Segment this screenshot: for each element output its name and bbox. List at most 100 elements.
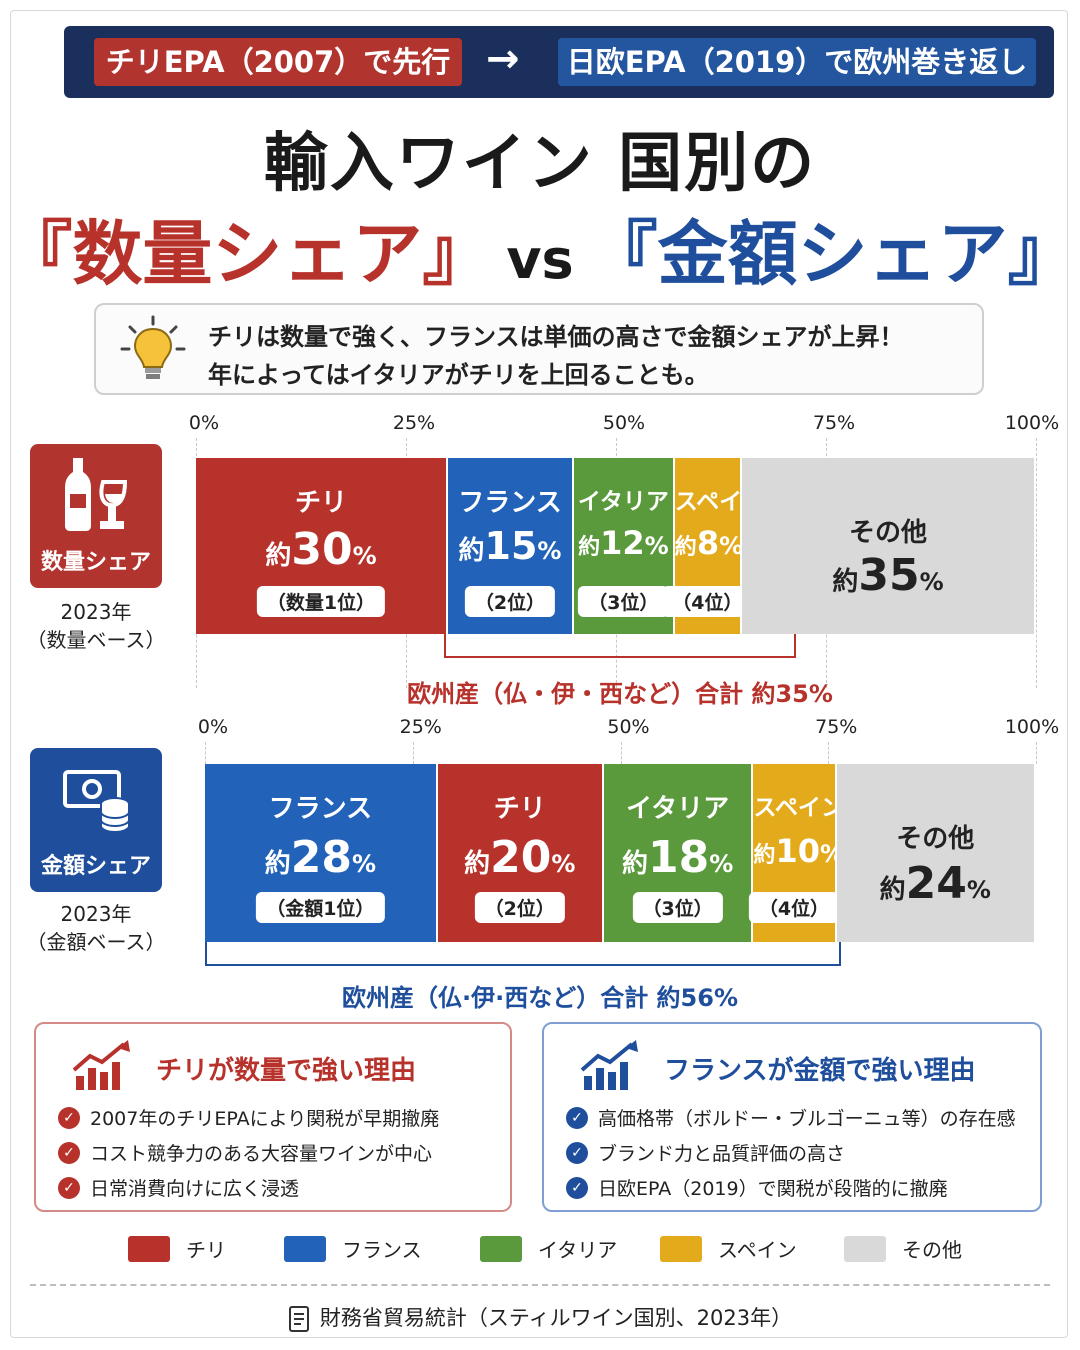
bar-segment: チリ約20% （2位） <box>437 764 604 942</box>
legend-swatch <box>284 1235 326 1262</box>
chile-epa-pill: チリEPA（2007）で先行 <box>94 38 462 86</box>
legend-label: スペイン <box>718 1238 797 1262</box>
legend-france: フランス <box>284 1234 422 1263</box>
segment-rank-badge: （数量1位） <box>256 586 386 617</box>
volume-europe-total: 欧州産（仏・伊・西など）合計 約35% <box>407 680 833 708</box>
chile-reason-item: ✓ 2007年のチリEPAにより関税が早期撤廃 <box>58 1104 439 1131</box>
volume-basis: （数量ベース） <box>26 628 166 652</box>
segment-value-label: 約10% <box>753 832 845 870</box>
segment-country-label: スペイン <box>753 795 844 821</box>
segment-country-label: チリ <box>294 488 347 518</box>
segment-country-label: チリ <box>493 794 546 824</box>
check-circle-icon: ✓ <box>58 1176 80 1199</box>
segment-country-label: イタリア <box>577 489 669 515</box>
tip-line-1: チリは数量で強く、フランスは単価の高さで金額シェアが上昇！ <box>208 323 904 351</box>
volume-year-caption: 2023年 （数量ベース） <box>20 598 172 654</box>
page-frame <box>10 10 1068 1338</box>
segment-value-label: 約18% <box>622 832 734 883</box>
value-europe-total: 欧州産（仏·伊·西など）合計 約56% <box>341 984 739 1012</box>
france-reason-text: 日欧EPA（2019）で関税が段階的に撤廃 <box>598 1178 948 1200</box>
top-banner: チリEPA（2007）で先行 → 日欧EPA（2019）で欧州巻き返し <box>64 26 1054 98</box>
volume-share-badge: 数量シェア <box>30 444 162 588</box>
france-reason-text: 高価格帯（ボルドー・ブルゴーニュ等）の存在感 <box>598 1108 1016 1130</box>
gridline <box>1036 438 1037 688</box>
segment-value-label: 約12% <box>578 524 669 562</box>
legend-italy: イタリア <box>480 1234 617 1263</box>
chile-reason-text: コスト競争力のある大容量ワインが中心 <box>90 1143 433 1165</box>
axis-tick-label: 100% <box>1004 412 1060 434</box>
legend-spain: スペイン <box>660 1234 797 1263</box>
bar-segment: イタリア約12% （3位） <box>574 458 675 634</box>
check-circle-icon: ✓ <box>566 1141 588 1164</box>
france-reason-item: ✓ 高価格帯（ボルドー・ブルゴーニュ等）の存在感 <box>566 1104 1016 1131</box>
legend-label: フランス <box>342 1238 422 1262</box>
france-reason-text: ブランド力と品質評価の高さ <box>598 1143 846 1165</box>
value-europe-bracket <box>205 942 841 966</box>
volume-year: 2023年 <box>60 600 132 624</box>
gridline <box>828 742 830 764</box>
segment-value-label: 約24% <box>879 858 991 909</box>
france-reasons-title: フランスが金額で強い理由 <box>664 1056 976 1086</box>
value-year: 2023年 <box>60 902 132 926</box>
segment-country-label: スペイン <box>674 489 766 515</box>
legend-swatch <box>128 1235 170 1262</box>
value-badge-label: 金額シェア <box>40 854 151 879</box>
france-reasons-box: フランスが金額で強い理由 ✓ 高価格帯（ボルドー・ブルゴーニュ等）の存在感 ✓ ブラ… <box>542 1022 1042 1212</box>
chart-up-icon <box>72 1040 130 1090</box>
bar-segment: スペイン約10% （4位） <box>748 764 845 942</box>
segment-value-label: 約15% <box>458 524 562 568</box>
segment-rank-badge: （2位） <box>474 892 565 923</box>
volume-share-title: 『数量シェア』 <box>2 213 493 295</box>
check-circle-icon: ✓ <box>58 1141 80 1164</box>
france-reason-item: ✓ ブランド力と品質評価の高さ <box>566 1139 845 1166</box>
bar-segment: イタリア 約18% （3位） <box>603 764 754 942</box>
volume-europe-bracket <box>444 634 796 658</box>
chile-reason-item: ✓ 日常消費向けに広く浸透 <box>58 1174 299 1201</box>
bar-segment: チリ約30% （数量1位） <box>196 458 448 634</box>
page-title: 輸入ワイン 国別の <box>263 127 817 201</box>
legend-label: チリ <box>186 1238 226 1262</box>
segment-rank-badge: （4位） <box>662 586 753 617</box>
segment-country-label: その他 <box>896 824 975 854</box>
segment-value-label: 約30% <box>265 524 377 575</box>
money-coins-icon <box>63 770 130 834</box>
check-circle-icon: ✓ <box>566 1176 588 1199</box>
axis-tick-label: 0% <box>188 412 220 434</box>
axis-tick-label: 25% <box>399 716 442 738</box>
value-basis: （金額ベース） <box>26 930 166 954</box>
segment-country-label: フランス <box>458 488 562 518</box>
segment-rank-badge: （3位） <box>578 586 669 617</box>
gridline <box>412 742 414 764</box>
source-text: 財務省貿易統計（スティルワイン国別、2023年） <box>319 1306 793 1330</box>
segment-value-label: 約35% <box>832 550 944 601</box>
legend-label: イタリア <box>538 1238 618 1262</box>
legend-swatch <box>480 1235 522 1262</box>
axis-tick-label: 50% <box>607 716 650 738</box>
lightbulb-icon <box>120 315 186 379</box>
chile-reasons-box: チリが数量で強い理由 ✓ 2007年のチリEPAにより関税が早期撤廃 ✓ コスト競争… <box>34 1022 512 1212</box>
bar-segment: フランス 約28% （金額1位） <box>205 764 438 942</box>
tip-line-2: 年によってはイタリアがチリを上回ることも。 <box>208 361 709 389</box>
segment-country-label: イタリア <box>626 794 730 824</box>
wine-bottle-glass-icon <box>65 458 128 531</box>
check-circle-icon: ✓ <box>58 1106 80 1129</box>
bar-segment: その他 約35% <box>742 458 1036 634</box>
axis-tick-label: 75% <box>815 716 858 738</box>
segment-country-label: フランス <box>268 794 373 824</box>
gridline <box>1036 742 1037 764</box>
page-subtitle: 『数量シェア』 vs 『金額シェア』 <box>0 198 1080 299</box>
value-share-title: 『金額シェア』 <box>587 213 1078 295</box>
segment-rank-badge: （4位） <box>748 892 840 923</box>
axis-tick-label: 75% <box>812 412 856 434</box>
legend-chile: チリ <box>128 1234 226 1263</box>
value-year-caption: 2023年 （金額ベース） <box>20 900 172 956</box>
legend-other: その他 <box>844 1234 962 1263</box>
segment-value-label: 約20% <box>464 832 576 883</box>
chart-up-icon <box>580 1040 638 1090</box>
segment-country-label: その他 <box>848 518 927 548</box>
france-reason-item: ✓ 日欧EPA（2019）で関税が段階的に撤廃 <box>566 1174 948 1201</box>
axis-tick-label: 0% <box>197 716 229 738</box>
legend-label: その他 <box>902 1238 962 1262</box>
segment-value-label: 約8% <box>674 524 744 562</box>
segment-rank-badge: （2位） <box>464 586 556 617</box>
